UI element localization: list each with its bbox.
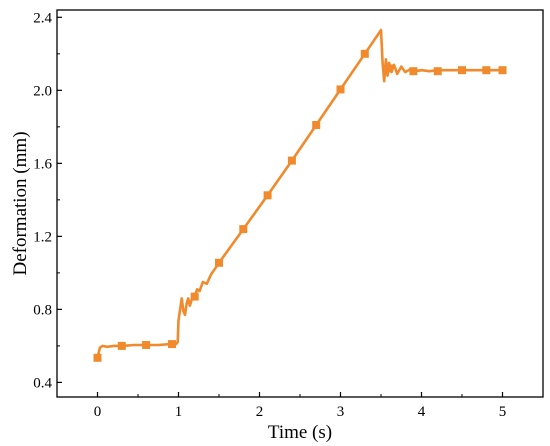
marker-group: [93, 49, 507, 362]
y-tick-label: 1.2: [33, 229, 52, 245]
x-tick-label: 3: [337, 404, 345, 420]
data-marker: [287, 156, 296, 165]
y-tick-label: 0.4: [33, 375, 52, 391]
data-marker: [168, 340, 176, 349]
y-axis-ticks: 0.4 0.8 1.2 1.6 2.0 2.4: [33, 10, 62, 391]
x-axis-ticks: 0 1 2 3 4 5: [94, 392, 507, 420]
data-marker: [433, 67, 442, 76]
y-tick-label: 2.0: [33, 83, 52, 99]
data-marker: [458, 66, 466, 75]
y-tick-label: 1.6: [33, 156, 52, 172]
x-tick-label: 0: [94, 404, 102, 420]
data-series-group: [96, 28, 503, 359]
data-marker: [336, 85, 345, 94]
x-tick-label: 4: [418, 404, 426, 420]
data-marker: [93, 353, 102, 362]
data-marker: [482, 66, 491, 75]
x-axis-title: Time (s): [268, 422, 332, 443]
data-marker: [312, 121, 321, 129]
data-marker: [409, 67, 418, 76]
y-tick-label: 2.4: [33, 10, 52, 26]
data-marker: [385, 64, 394, 73]
data-marker: [215, 258, 223, 267]
y-tick-label: 0.8: [33, 302, 52, 318]
data-marker: [142, 341, 151, 349]
x-tick-label: 1: [175, 404, 183, 420]
plot-frame: [56, 9, 544, 398]
data-marker: [360, 49, 369, 58]
data-marker: [190, 292, 199, 301]
data-marker: [498, 66, 507, 75]
data-marker: [263, 191, 272, 200]
series-line-1: [96, 28, 503, 359]
y-axis-title: Deformation (mm): [10, 131, 31, 275]
data-marker: [239, 225, 248, 234]
x-tick-label: 5: [499, 404, 507, 420]
data-marker: [117, 341, 126, 350]
x-tick-label: 2: [256, 404, 264, 420]
